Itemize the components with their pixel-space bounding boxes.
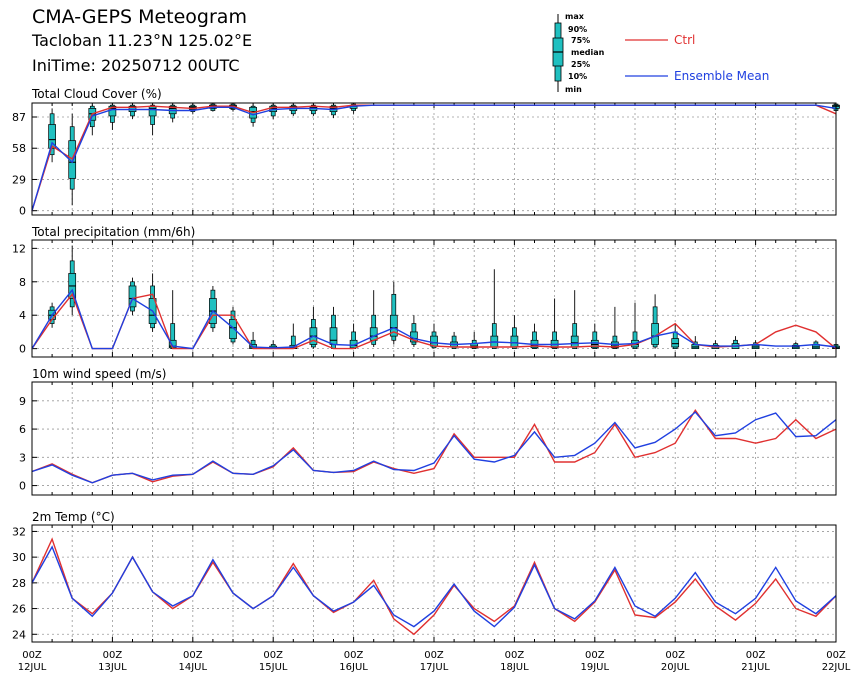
x-tick-label-time: 00Z <box>103 650 123 661</box>
x-tick-label-time: 00Z <box>263 650 283 661</box>
station-location: Tacloban 11.23°N 125.02°E <box>32 31 253 50</box>
panel-frame <box>31 102 837 216</box>
x-tick-label-date: 12JUL <box>18 662 47 673</box>
legend-min: min <box>565 85 582 94</box>
x-tick-label-date: 14JUL <box>179 662 208 673</box>
x-tick-label-date: 18JUL <box>500 662 529 673</box>
boxplot-legend: max 90% 75% median 25% 10% min <box>548 10 618 96</box>
panel-2: 10m wind speed (m/s) 0 3 6 9 <box>19 367 837 496</box>
y-tick-label: 29 <box>12 173 26 186</box>
ensemble-mean-series-line <box>31 411 837 484</box>
box-inner <box>128 285 137 308</box>
box-inner <box>369 327 378 341</box>
legend-max: max <box>565 12 584 21</box>
panel-0: Total Cloud Cover (%) 0 29 58 87 <box>12 87 840 218</box>
x-tick-label-date: 15JUL <box>259 662 288 673</box>
ensemble-mean-series-line <box>31 104 837 211</box>
legend-median: median <box>571 48 605 57</box>
y-tick-label: 26 <box>12 603 26 616</box>
x-tick-label-time: 00Z <box>665 650 685 661</box>
y-tick-label: 58 <box>12 142 26 155</box>
x-tick-label-time: 00Z <box>424 650 444 661</box>
x-tick-label-date: 19JUL <box>581 662 610 673</box>
y-tick-label: 0 <box>19 205 26 218</box>
init-time: IniTime: 20250712 00UTC <box>32 56 240 75</box>
panel-title: Total Cloud Cover (%) <box>31 87 162 101</box>
ctrl-series-line <box>31 537 837 636</box>
box-inner <box>389 314 398 337</box>
y-tick-label: 12 <box>12 242 26 255</box>
box-inner <box>510 335 519 348</box>
y-tick-label: 6 <box>19 423 26 436</box>
box-inner <box>570 335 579 348</box>
x-tick-label-date: 21JUL <box>741 662 770 673</box>
y-tick-label: 0 <box>19 343 26 356</box>
y-tick-label: 30 <box>12 551 26 564</box>
legend-p90: 90% <box>568 25 588 34</box>
panel-title: 2m Temp (°C) <box>32 510 115 524</box>
boxplot-legend-glyph <box>552 14 564 92</box>
panel-1: Total precipitation (mm/6h) 0 4 8 12 <box>12 225 840 358</box>
x-tick-label-time: 00Z <box>746 650 766 661</box>
legend-mean-label: Ensemble Mean <box>674 69 770 83</box>
y-tick-label: 0 <box>19 480 26 493</box>
x-tick-label-time: 00Z <box>22 650 42 661</box>
x-tick-label-date: 17JUL <box>420 662 449 673</box>
y-tick-label: 87 <box>12 111 26 124</box>
legend-ctrl-label: Ctrl <box>674 33 696 47</box>
y-tick-label: 8 <box>19 276 26 289</box>
x-tick-label-time: 00Z <box>505 650 525 661</box>
y-tick-label: 32 <box>12 525 26 538</box>
x-tick-label-date: 22JUL <box>822 662 851 673</box>
box-inner <box>148 105 157 117</box>
panel-3: 2m Temp (°C) 24 26 28 30 32 <box>12 510 837 643</box>
box-inner <box>229 319 237 339</box>
panel-frame <box>31 239 837 358</box>
x-tick-label-time: 00Z <box>183 650 203 661</box>
meteogram-title: CMA-GEPS Meteogram <box>32 6 247 28</box>
x-tick-label-date: 16JUL <box>339 662 368 673</box>
panel-title: 10m wind speed (m/s) <box>32 367 166 381</box>
y-tick-label: 9 <box>19 395 26 408</box>
box-inner <box>430 335 438 347</box>
x-tick-label-time: 00Z <box>344 650 364 661</box>
ensemble-mean-series-line <box>31 288 837 350</box>
y-tick-label: 4 <box>19 309 26 322</box>
y-tick-label: 24 <box>12 628 26 641</box>
x-tick-label-time: 00Z <box>826 650 846 661</box>
legend-p25: 25% <box>571 60 591 69</box>
y-tick-label: 3 <box>19 451 26 464</box>
ensemble-mean-series-line <box>31 545 837 628</box>
panel-frame <box>31 381 837 496</box>
x-tick-label-date: 20JUL <box>661 662 690 673</box>
panel-frame <box>31 524 837 643</box>
x-tick-label-time: 00Z <box>585 650 605 661</box>
y-tick-label: 28 <box>12 577 26 590</box>
x-tick-label-date: 13JUL <box>98 662 127 673</box>
legend-p10: 10% <box>568 72 588 81</box>
box-inner <box>671 338 680 348</box>
ctrl-series-line <box>31 409 837 484</box>
legend-p75: 75% <box>571 36 591 45</box>
panel-title: Total precipitation (mm/6h) <box>31 225 195 239</box>
box-inner <box>329 327 338 345</box>
